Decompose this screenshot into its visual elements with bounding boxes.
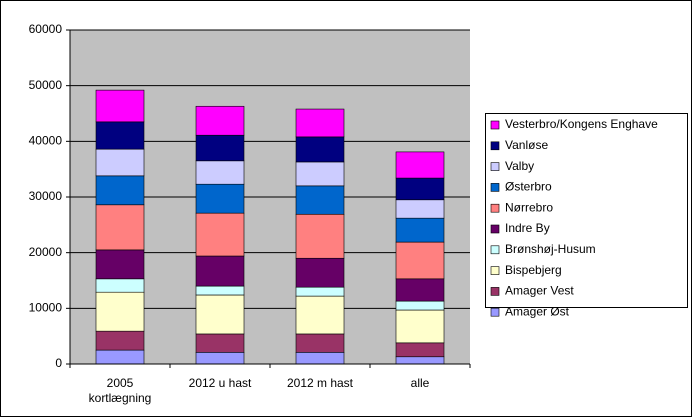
legend-label: Amager Vest (505, 284, 574, 298)
bar-segment (395, 199, 445, 219)
bar-segment (395, 177, 445, 201)
legend-swatch (490, 203, 500, 213)
y-tick-label: 20000 (29, 245, 63, 259)
bar-segment (195, 160, 245, 185)
legend-box (485, 113, 688, 308)
bar-segment (295, 136, 345, 163)
bar-segment (195, 183, 245, 214)
y-tick-label: 30000 (29, 189, 63, 203)
bar-segment (195, 255, 245, 287)
y-tick-label: 10000 (29, 301, 63, 315)
bar-segment (295, 295, 345, 335)
bar-segment (395, 356, 445, 365)
bar-segment (95, 204, 145, 251)
y-tick-label: 50000 (29, 78, 63, 92)
y-tick-label: 60000 (29, 22, 63, 36)
legend-swatch (490, 224, 500, 234)
legend-label: Østerbro (505, 180, 552, 194)
bar-segment (395, 300, 445, 311)
bar-segment (295, 352, 345, 365)
bar-segment (95, 89, 145, 123)
bar-segment (95, 148, 145, 177)
bar-segment (95, 278, 145, 293)
bar-segment (295, 213, 345, 259)
bar-segment (95, 175, 145, 206)
bar-segment (195, 294, 245, 335)
bar-segment (295, 333, 345, 353)
bar-segment (195, 212, 245, 257)
bar-segment (395, 241, 445, 280)
bar-segment (295, 257, 345, 288)
legend-label: Indre By (505, 221, 550, 235)
legend-label: Bispebjerg (505, 263, 562, 277)
legend-label: Vanløse (505, 138, 548, 152)
x-tick-label: alle (410, 376, 430, 390)
legend-label: Valby (505, 159, 534, 173)
bar-segment (95, 249, 145, 280)
bar-segment (195, 105, 245, 136)
bar-segment (95, 330, 145, 351)
bar-segment (195, 134, 245, 162)
legend-label: Vesterbro/Kongens Enghave (505, 117, 658, 131)
bar-segment (295, 108, 345, 138)
bar-segment (395, 278, 445, 302)
bar-segment (195, 285, 245, 296)
y-tick-label: 40000 (29, 134, 63, 148)
legend-label: Nørrebro (505, 200, 553, 214)
bar-segment (295, 161, 345, 187)
legend-label: Amager Øst (505, 304, 570, 318)
legend-swatch (490, 245, 500, 255)
legend-swatch (490, 183, 500, 192)
bar-segment (95, 121, 145, 150)
legend-swatch (490, 141, 500, 151)
bar-segment (395, 151, 445, 179)
legend-swatch (490, 307, 500, 317)
bar-segment (295, 286, 345, 297)
bar-segment (395, 309, 445, 344)
bar-segment (95, 349, 145, 365)
bar-segment (95, 291, 145, 332)
bar-segment (395, 342, 445, 358)
x-tick-label: 2012 m hast (286, 376, 354, 390)
bar-segment (195, 352, 245, 365)
legend-swatch (490, 287, 500, 296)
bar-segment (395, 217, 445, 243)
legend-swatch (490, 120, 500, 130)
legend-swatch (490, 266, 500, 275)
x-tick-label: 2012 u hast (188, 376, 252, 390)
x-tick-label: 2005 kortlægning (88, 376, 152, 405)
legend-label: Brønshøj-Husum (505, 242, 596, 256)
y-tick-label: 0 (55, 356, 62, 370)
bar-segment (195, 333, 245, 353)
bar-segment (295, 185, 345, 215)
legend-swatch (490, 162, 500, 171)
